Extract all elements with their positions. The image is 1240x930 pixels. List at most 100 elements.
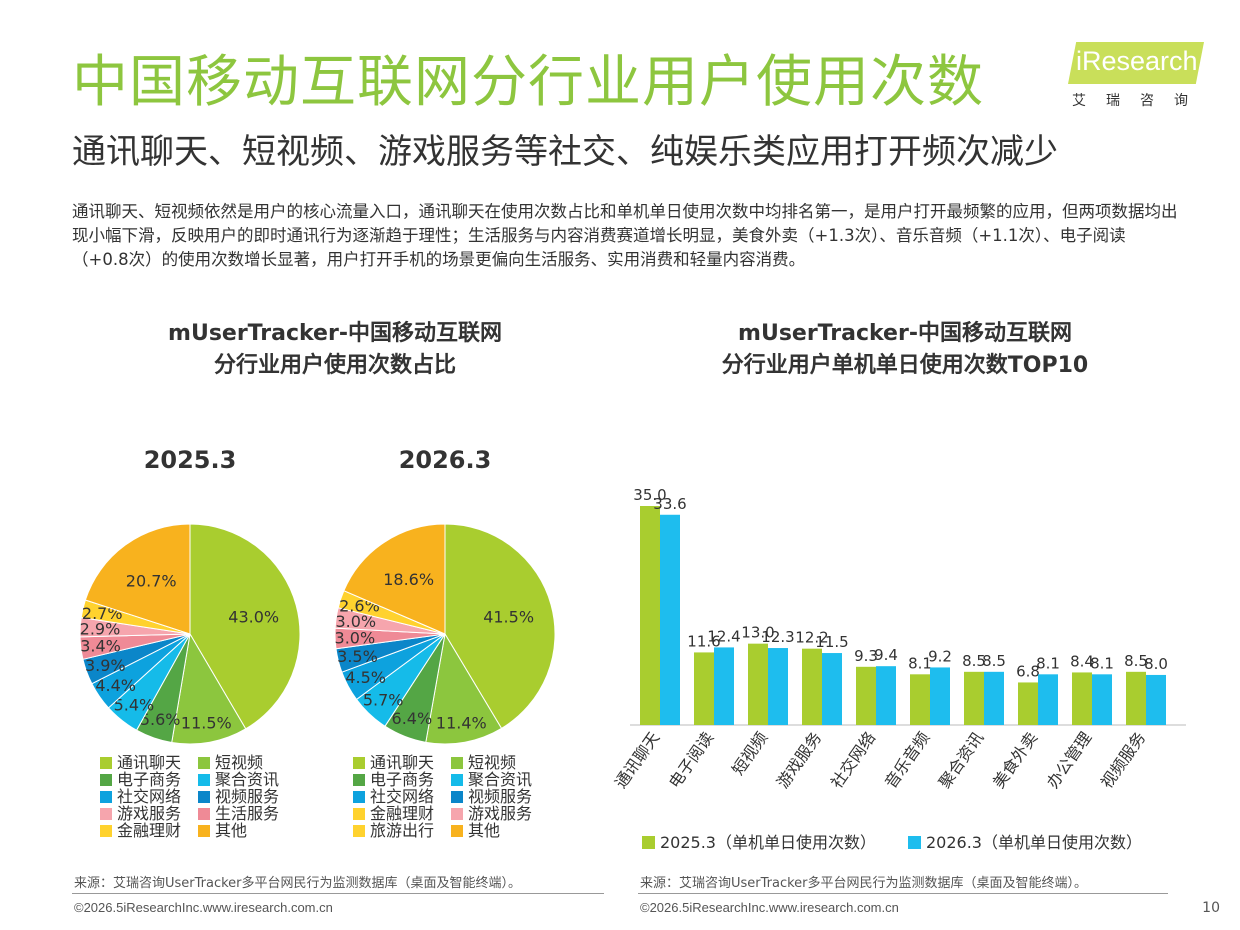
pie-slice-label: 18.6% — [383, 570, 434, 589]
pie-slice-label: 20.7% — [126, 572, 177, 591]
legend-swatch — [198, 774, 210, 786]
bar-value-label: 8.1 — [1036, 654, 1060, 672]
bar — [660, 514, 680, 725]
pie-slice-label: 6.4% — [392, 709, 433, 728]
bar — [1018, 682, 1038, 725]
bar-value-label: 12.3 — [761, 628, 794, 646]
page-number: 10 — [1202, 900, 1220, 916]
page-subtitle: 通讯聊天、短视频、游戏服务等社交、纯娱乐类应用打开频次减少 — [72, 132, 1058, 172]
bar-value-label: 9.4 — [874, 646, 898, 664]
bar-chart: 35.033.6 通讯聊天 11.612.4 电子阅读 13.012.3 短视频 12.21… — [611, 486, 1186, 852]
bar-value-label: 8.5 — [982, 652, 1006, 670]
bar-legend-swatch — [642, 836, 655, 849]
legend-swatch — [451, 757, 463, 769]
legend-item: 聚合资讯 — [198, 770, 279, 789]
legend-swatch — [100, 791, 112, 803]
pie-year-label: 2025.3 — [144, 446, 237, 474]
pie-slice — [189, 523, 301, 730]
category-label: 美食外卖 — [989, 728, 1041, 791]
legend-label: 通讯聊天 — [370, 753, 434, 772]
legend-swatch — [198, 757, 210, 769]
pie-slice-label: 4.4% — [95, 676, 136, 695]
bar — [1146, 674, 1166, 725]
legend-swatch — [100, 774, 112, 786]
bar-value-label: 9.2 — [928, 647, 952, 665]
left-copyright: ©2026.5iResearchInc.www.iresearch.com.cn — [74, 900, 333, 915]
legend-label: 视频服务 — [215, 787, 279, 806]
category-label: 视频服务 — [1097, 728, 1149, 791]
pie-slice — [425, 632, 503, 745]
pie-slice-label: 4.5% — [345, 668, 386, 687]
bar-value-label: 9.3 — [854, 647, 878, 665]
bar-value-label: 12.4 — [707, 627, 740, 645]
bar — [694, 652, 714, 725]
category-label: 社交网络 — [827, 728, 879, 791]
legend-label: 聚合资讯 — [468, 770, 532, 789]
pie-slice — [343, 523, 446, 635]
bar — [802, 648, 822, 725]
right-chart-title-line2: 分行业用户单机单日使用次数TOP10 — [721, 353, 1089, 378]
page-description: 通讯聊天、短视频依然是用户的核心流量入口，通讯聊天在使用次数占比和单机单日使用次… — [72, 202, 1178, 269]
bar-value-label: 33.6 — [653, 495, 686, 513]
bar-value-label: 8.1 — [908, 654, 932, 672]
legend-item: 社交网络 — [353, 787, 434, 806]
legend-item: 金融理财 — [353, 804, 434, 823]
pie-slice-label: 43.0% — [228, 608, 279, 627]
right-source-note: 来源：艾瑞咨询UserTracker多平台网民行为监测数据库（桌面及智能终端）。 — [640, 876, 1088, 891]
bar — [1092, 674, 1112, 725]
bar — [714, 647, 734, 725]
category-label: 音乐音频 — [881, 728, 933, 791]
legend-swatch — [353, 791, 365, 803]
pie-slice-label: 11.5% — [181, 714, 232, 733]
right-footer-divider — [638, 893, 1168, 894]
bar-legend-label: 2025.3（单机单日使用次数） — [660, 833, 876, 852]
legend-label: 其他 — [215, 821, 247, 840]
legend-item: 短视频 — [198, 753, 263, 772]
legend-swatch — [451, 791, 463, 803]
pie-slice-label: 3.0% — [335, 612, 376, 631]
legend-label: 聚合资讯 — [215, 770, 279, 789]
legend-label: 游戏服务 — [117, 804, 181, 823]
legend-swatch — [353, 757, 365, 769]
pie-slice-label: 11.4% — [436, 714, 487, 733]
legend-item: 通讯聊天 — [100, 753, 181, 772]
legend-label: 生活服务 — [215, 804, 279, 823]
right-chart-title: mUserTracker-中国移动互联网 分行业用户单机单日使用次数TOP10 — [640, 318, 1170, 382]
bar-legend-item: 2025.3（单机单日使用次数） — [642, 833, 876, 852]
bar-legend-swatch — [908, 836, 921, 849]
pie-slice-label: 3.5% — [337, 647, 378, 666]
legend-swatch — [451, 825, 463, 837]
legend-item: 电子商务 — [100, 770, 181, 789]
bar — [930, 667, 950, 725]
left-chart-title-line1: mUserTracker-中国移动互联网 — [168, 321, 502, 346]
bar-value-label: 13.0 — [741, 624, 774, 642]
legend-item: 视频服务 — [451, 787, 532, 806]
legend-swatch — [353, 825, 365, 837]
bar — [964, 671, 984, 725]
legend-item: 生活服务 — [198, 804, 279, 823]
legend-item: 金融理财 — [100, 821, 181, 840]
bar — [1072, 672, 1092, 725]
legend-label: 金融理财 — [370, 804, 434, 823]
legend-item: 电子商务 — [353, 770, 434, 789]
legend-item: 视频服务 — [198, 787, 279, 806]
legend-label: 短视频 — [215, 753, 263, 772]
legend-item: 其他 — [451, 821, 500, 840]
pie-slice-label: 5.4% — [114, 696, 155, 715]
bar-value-label: 8.0 — [1144, 655, 1168, 673]
legend-label: 金融理财 — [117, 821, 181, 840]
iresearch-logo: iResearch 艾瑞咨询 — [1062, 40, 1207, 112]
bar-value-label: 8.5 — [962, 652, 986, 670]
category-label: 通讯聊天 — [611, 728, 663, 791]
bar — [910, 674, 930, 725]
pie-slice-label: 5.6% — [140, 710, 181, 729]
pie-slice-label: 2.9% — [80, 619, 121, 638]
legend-swatch — [100, 825, 112, 837]
legend-item: 其他 — [198, 821, 247, 840]
pie-slice-label: 3.9% — [85, 656, 126, 675]
bar-value-label: 35.0 — [633, 486, 666, 504]
legend-item: 通讯聊天 — [353, 753, 434, 772]
legend-swatch — [451, 808, 463, 820]
bar — [822, 653, 842, 725]
pie-slice — [84, 523, 191, 635]
